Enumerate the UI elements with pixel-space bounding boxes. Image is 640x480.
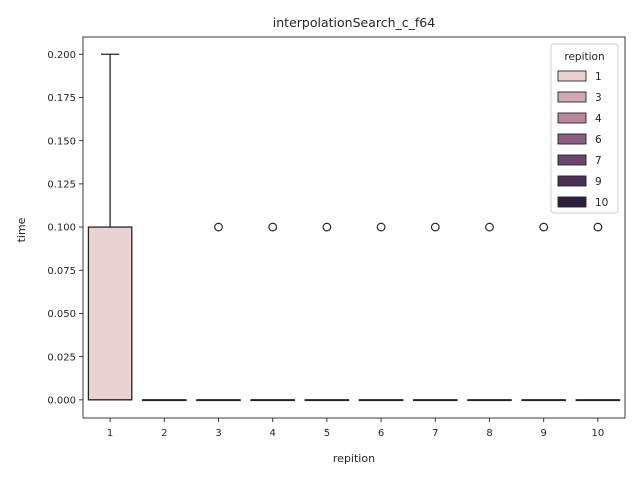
legend-label: 10 — [595, 197, 608, 209]
x-tick-label: 4 — [270, 428, 276, 439]
legend-entry-4: 4 — [557, 112, 602, 125]
x-tick-label: 10 — [592, 428, 605, 439]
box-1 — [87, 53, 133, 401]
outlier-point — [268, 222, 278, 232]
legend-label: 9 — [595, 176, 602, 188]
x-axis: 1 2 3 4 5 6 7 8 9 10 — [107, 418, 604, 439]
legend-swatch — [557, 70, 587, 82]
box-5 — [304, 222, 350, 402]
x-tick-label: 1 — [107, 428, 113, 439]
plot-area — [82, 36, 626, 419]
outlier-point — [593, 222, 603, 232]
y-tick-label: 0.075 — [47, 266, 76, 277]
legend-entry-3: 3 — [557, 91, 602, 104]
legend-swatch — [557, 91, 587, 103]
box-10 — [575, 222, 621, 402]
box-body — [87, 226, 133, 401]
outlier-point — [430, 222, 440, 232]
box-3 — [196, 222, 241, 402]
legend-label: 4 — [595, 113, 602, 125]
x-tick-label: 2 — [161, 428, 167, 439]
legend: repition 1 3 4 6 7 9 10 — [550, 43, 619, 214]
legend-entry-9: 9 — [557, 175, 602, 188]
box-6 — [358, 222, 404, 402]
outlier-point — [376, 222, 386, 232]
outlier-point — [322, 222, 332, 232]
y-tick-label: 0.150 — [47, 136, 76, 147]
legend-swatch — [557, 175, 587, 187]
plot-frame — [82, 36, 626, 419]
legend-entry-6: 6 — [557, 133, 602, 146]
y-axis: 0.000 0.025 0.050 0.075 0.100 0.125 0.150 0.175… — [47, 50, 83, 406]
legend-label: 6 — [595, 134, 602, 146]
x-axis-label: repition — [333, 452, 375, 465]
box-4 — [250, 222, 296, 402]
y-tick-label: 0.050 — [47, 309, 76, 320]
y-tick-label: 0.125 — [47, 179, 76, 190]
outlier-point — [214, 222, 223, 232]
legend-entry-10: 10 — [557, 196, 608, 209]
outlier-point — [485, 222, 494, 232]
y-tick-label: 0.025 — [47, 352, 76, 363]
box-8 — [467, 222, 512, 402]
legend-entry-1: 1 — [557, 70, 602, 83]
x-tick-label: 5 — [324, 428, 330, 439]
outlier-point — [539, 222, 549, 232]
legend-label: 3 — [595, 92, 602, 104]
x-tick-label: 8 — [486, 428, 492, 439]
legend-entry-7: 7 — [557, 154, 602, 167]
legend-box — [550, 43, 619, 214]
y-tick-label: 0.175 — [47, 93, 76, 104]
chart-title: interpolationSearch_c_f64 — [273, 15, 435, 30]
y-tick-label: 0.000 — [47, 395, 76, 406]
legend-swatch — [557, 154, 587, 166]
box-2 — [141, 399, 187, 402]
legend-swatch — [557, 133, 587, 145]
x-tick-label: 9 — [541, 428, 547, 439]
legend-swatch — [557, 196, 587, 208]
legend-swatch — [557, 112, 587, 124]
y-tick-label: 0.100 — [47, 223, 76, 234]
y-axis-label: time — [15, 217, 28, 242]
legend-title: repition — [564, 51, 604, 63]
box-7 — [412, 222, 458, 402]
x-tick-label: 7 — [432, 428, 438, 439]
legend-label: 1 — [595, 71, 602, 83]
x-tick-label: 3 — [215, 428, 221, 439]
y-tick-label: 0.200 — [47, 50, 76, 61]
x-tick-label: 6 — [378, 428, 384, 439]
legend-label: 7 — [595, 155, 602, 167]
box-9 — [521, 222, 567, 402]
